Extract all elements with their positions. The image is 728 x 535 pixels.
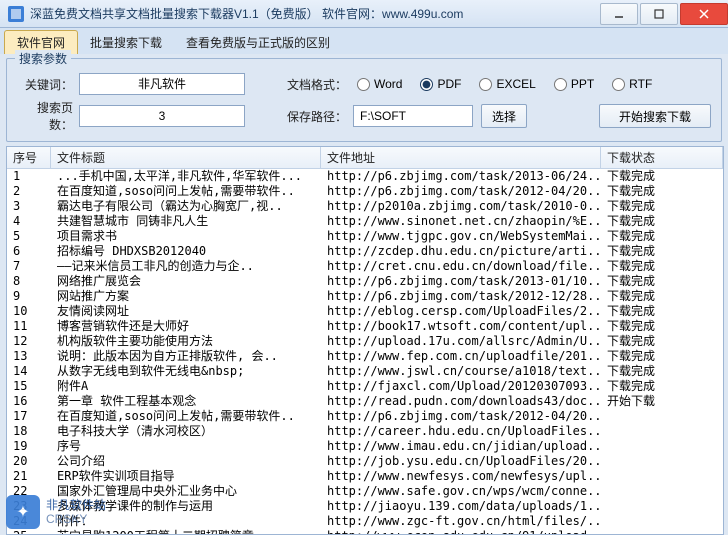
app-icon <box>8 6 24 22</box>
table-row[interactable]: 17在百度知道,soso问问上发帖,需要带软件..http://p6.zbjim… <box>7 409 723 424</box>
table-row[interactable]: 20公司介绍http://job.ysu.edu.cn/UploadFiles/… <box>7 454 723 469</box>
table-row[interactable]: 9网站推广方案http://p6.zbjimg.com/task/2012-12… <box>7 289 723 304</box>
col-status-header[interactable]: 下载状态 <box>601 147 723 168</box>
table-row[interactable]: 1...手机中国,太平洋,非凡软件,华军软件...http://p6.zbjim… <box>7 169 723 184</box>
table-row[interactable]: 22国家外汇管理局中央外汇业务中心http://www.safe.gov.cn/… <box>7 484 723 499</box>
table-row[interactable]: 12机构版软件主要功能使用方法http://upload.17u.com/all… <box>7 334 723 349</box>
list-body[interactable]: 1...手机中国,太平洋,非凡软件,华军软件...http://p6.zbjim… <box>7 169 723 534</box>
table-row[interactable]: 19序号http://www.imau.edu.cn/jidian/upload… <box>7 439 723 454</box>
close-button[interactable] <box>680 3 728 25</box>
tab-batch-download[interactable]: 批量搜索下载 <box>78 30 174 54</box>
format-radio-excel[interactable]: EXCEL <box>479 77 535 91</box>
table-row[interactable]: 3霸达电子有限公司（霸达为心胸宽厂,视..http://p2010a.zbjim… <box>7 199 723 214</box>
maximize-button[interactable] <box>640 3 678 25</box>
table-row[interactable]: 8网络推广展览会http://p6.zbjimg.com/task/2013-0… <box>7 274 723 289</box>
path-label: 保存路径： <box>287 108 353 125</box>
table-row[interactable]: 4共建智慧城市 同铸非凡人生http://www.sinonet.net.cn/… <box>7 214 723 229</box>
keyword-input[interactable]: 非凡软件 <box>79 73 245 95</box>
table-row[interactable]: 21ERP软件实训项目指导http://www.newfesys.com/new… <box>7 469 723 484</box>
choose-path-button[interactable]: 选择 <box>481 104 527 128</box>
tab-strip: 软件官网 批量搜索下载 查看免费版与正式版的区别 <box>0 28 728 54</box>
table-row[interactable]: 13说明：此版本因为自方正排版软件, 会..http://www.fep.com… <box>7 349 723 364</box>
format-radio-group: Word PDF EXCEL PPT RTF <box>357 77 670 91</box>
start-search-button[interactable]: 开始搜索下载 <box>599 104 711 128</box>
col-url-header[interactable]: 文件地址 <box>321 147 601 168</box>
table-row[interactable]: 11博客营销软件还是大师好http://book17.wtsoft.com/co… <box>7 319 723 334</box>
table-row[interactable]: 18电子科技大学（清水河校区）http://career.hdu.edu.cn/… <box>7 424 723 439</box>
list-header: 序号 文件标题 文件地址 下载状态 <box>7 147 723 169</box>
table-row[interactable]: 16第一章 软件工程基本观念http://read.pudn.com/downl… <box>7 394 723 409</box>
search-params-group: 搜索参数 关键词： 非凡软件 文档格式： WordPDFEXCELPPTRTF … <box>6 58 722 142</box>
title-bar: 深蓝免费文档共享文档批量搜索下载器V1.1（免费版） 软件官网：www.499u… <box>0 0 728 28</box>
table-row[interactable]: 10友情阅读网址http://eblog.cersp.com/UploadFil… <box>7 304 723 319</box>
format-radio-word[interactable]: Word <box>357 77 402 91</box>
minimize-button[interactable] <box>600 3 638 25</box>
table-row[interactable]: 6招标编号 DHDXSB2012040http://zcdep.dhu.edu.… <box>7 244 723 259</box>
table-row[interactable]: 5项目需求书http://www.tjgpc.gov.cn/WebSystemM… <box>7 229 723 244</box>
format-radio-pdf[interactable]: PDF <box>420 77 461 91</box>
col-title-header[interactable]: 文件标题 <box>51 147 321 168</box>
table-row[interactable]: 7——记来米信员工非凡的创造力与企..http://cret.cnu.edu.c… <box>7 259 723 274</box>
format-radio-ppt[interactable]: PPT <box>554 77 594 91</box>
keyword-label: 关键词： <box>17 76 79 93</box>
tab-version-diff[interactable]: 查看免费版与正式版的区别 <box>174 30 342 54</box>
table-row[interactable]: 14从数字无线电到软件无线电&nbsp;http://www.jswl.cn/c… <box>7 364 723 379</box>
pages-input[interactable]: 3 <box>79 105 245 127</box>
window-title: 深蓝免费文档共享文档批量搜索下载器V1.1（免费版） 软件官网：www.499u… <box>30 5 598 22</box>
table-row[interactable]: 2在百度知道,soso问问上发帖,需要带软件..http://p6.zbjimg… <box>7 184 723 199</box>
table-row[interactable]: 25苏宁易购1200工程第十二期招聘简章http://www.econ.sdu.… <box>7 529 723 534</box>
table-row[interactable]: 23多媒体教学课件的制作与运用http://jiaoyu.139.com/dat… <box>7 499 723 514</box>
path-input[interactable]: F:\SOFT <box>353 105 473 127</box>
table-row[interactable]: 15附件Ahttp://fjaxcl.com/Upload/2012030709… <box>7 379 723 394</box>
format-label: 文档格式： <box>287 76 357 93</box>
format-radio-rtf[interactable]: RTF <box>612 77 652 91</box>
col-seq-header[interactable]: 序号 <box>7 147 51 168</box>
result-list: 序号 文件标题 文件地址 下载状态 1...手机中国,太平洋,非凡软件,华军软件… <box>6 146 724 535</box>
group-title: 搜索参数 <box>15 50 71 67</box>
pages-label: 搜索页数： <box>17 99 79 133</box>
table-row[interactable]: 24附件：http://www.zgc-ft.gov.cn/html/files… <box>7 514 723 529</box>
